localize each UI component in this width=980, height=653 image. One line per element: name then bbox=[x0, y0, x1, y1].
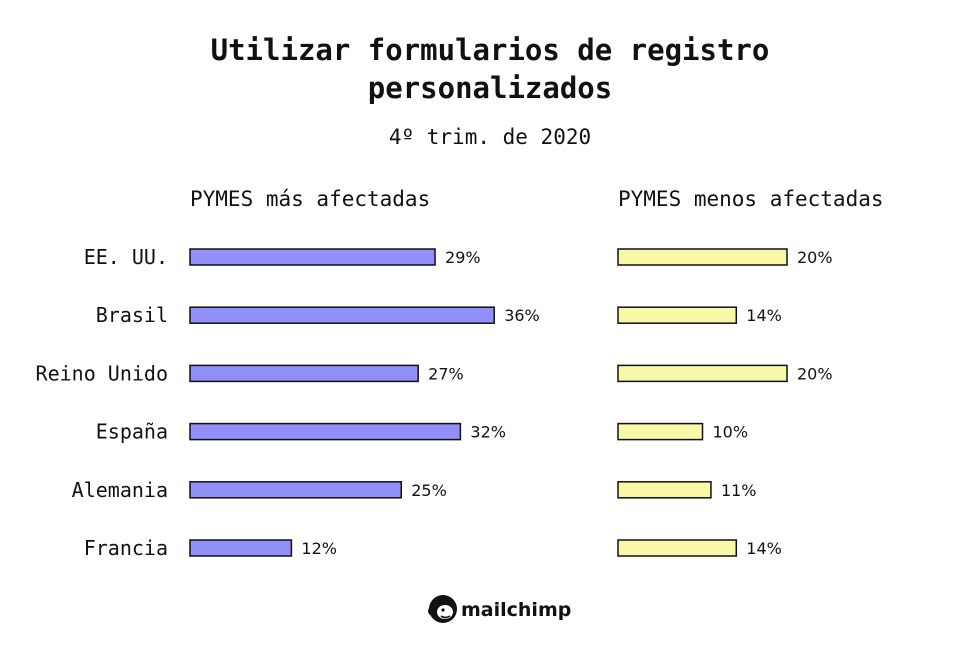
bar-left bbox=[189, 481, 402, 499]
brand-logo: mailchimp bbox=[428, 595, 571, 623]
bar-right bbox=[617, 539, 738, 557]
bar-right bbox=[617, 306, 738, 324]
chart-subtitle: 4º trim. de 2020 bbox=[389, 125, 591, 149]
bars-right-series: 20% 14% 20% 10% 11% 14% bbox=[617, 248, 833, 558]
bar-left bbox=[189, 539, 293, 557]
bar-value-label: 12% bbox=[301, 539, 337, 558]
bar-left bbox=[189, 306, 495, 324]
bar-value-label: 27% bbox=[428, 364, 464, 383]
chart-title-line-1: Utilizar formularios de registro bbox=[211, 33, 770, 67]
category-label: España bbox=[96, 420, 168, 444]
bar-left bbox=[189, 248, 436, 266]
bar-left bbox=[189, 364, 419, 383]
bar-value-label: 29% bbox=[445, 248, 481, 267]
bar-value-label: 36% bbox=[504, 306, 540, 325]
category-label: Reino Unido bbox=[36, 361, 168, 385]
bar-right bbox=[617, 481, 712, 499]
category-labels: EE. UU. Brasil Reino Unido España Alemania Fr… bbox=[36, 245, 168, 560]
category-label: Francia bbox=[84, 536, 168, 560]
bar-right bbox=[617, 248, 788, 266]
panel-right-title: PYMES menos afectadas bbox=[618, 187, 884, 211]
bar-value-label: 14% bbox=[746, 539, 782, 558]
bar-value-label: 25% bbox=[411, 481, 447, 500]
category-label: Alemania bbox=[72, 478, 168, 502]
brand-name: mailchimp bbox=[461, 599, 571, 621]
bar-right bbox=[617, 364, 788, 383]
panel-left-title: PYMES más afectadas bbox=[190, 187, 430, 211]
bar-value-label: 32% bbox=[470, 423, 506, 442]
bar-left bbox=[189, 422, 462, 441]
bar-value-label: 11% bbox=[721, 481, 757, 500]
bar-value-label: 14% bbox=[746, 306, 782, 325]
category-label: EE. UU. bbox=[84, 245, 168, 269]
category-label: Brasil bbox=[96, 303, 168, 327]
bar-value-label: 20% bbox=[797, 364, 833, 383]
bar-right bbox=[617, 422, 704, 441]
bar-value-label: 10% bbox=[713, 423, 749, 442]
freddie-chimp-icon bbox=[428, 595, 457, 623]
chart-title-line-2: personalizados bbox=[368, 71, 612, 105]
bars-left-series: 29% 36% 27% 32% 25% 12% bbox=[189, 248, 540, 558]
bar-value-label: 20% bbox=[797, 248, 833, 267]
